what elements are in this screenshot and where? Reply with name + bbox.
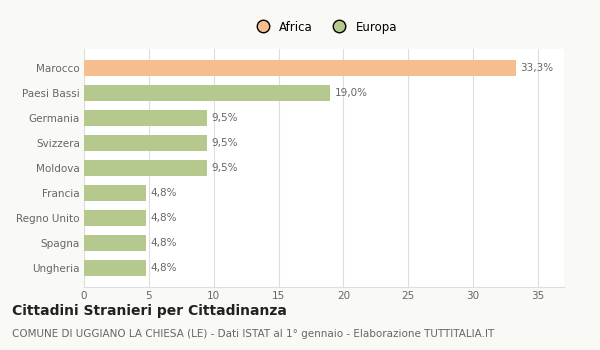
Bar bbox=[84, 85, 331, 101]
Text: 4,8%: 4,8% bbox=[150, 213, 176, 223]
Text: 9,5%: 9,5% bbox=[211, 163, 238, 173]
Text: 19,0%: 19,0% bbox=[334, 88, 367, 98]
Text: Cittadini Stranieri per Cittadinanza: Cittadini Stranieri per Cittadinanza bbox=[12, 304, 287, 318]
Bar bbox=[84, 260, 146, 276]
Text: 9,5%: 9,5% bbox=[211, 113, 238, 123]
Text: 4,8%: 4,8% bbox=[150, 238, 176, 248]
Text: 9,5%: 9,5% bbox=[211, 138, 238, 148]
Text: 33,3%: 33,3% bbox=[520, 63, 553, 73]
Bar bbox=[84, 135, 207, 151]
Bar bbox=[84, 235, 146, 251]
Bar bbox=[84, 160, 207, 176]
Bar bbox=[84, 185, 146, 201]
Bar bbox=[84, 60, 516, 76]
Text: COMUNE DI UGGIANO LA CHIESA (LE) - Dati ISTAT al 1° gennaio - Elaborazione TUTTI: COMUNE DI UGGIANO LA CHIESA (LE) - Dati … bbox=[12, 329, 494, 339]
Text: 4,8%: 4,8% bbox=[150, 188, 176, 198]
Bar bbox=[84, 110, 207, 126]
Legend: Africa, Europa: Africa, Europa bbox=[246, 16, 402, 38]
Text: 4,8%: 4,8% bbox=[150, 263, 176, 273]
Bar bbox=[84, 210, 146, 226]
